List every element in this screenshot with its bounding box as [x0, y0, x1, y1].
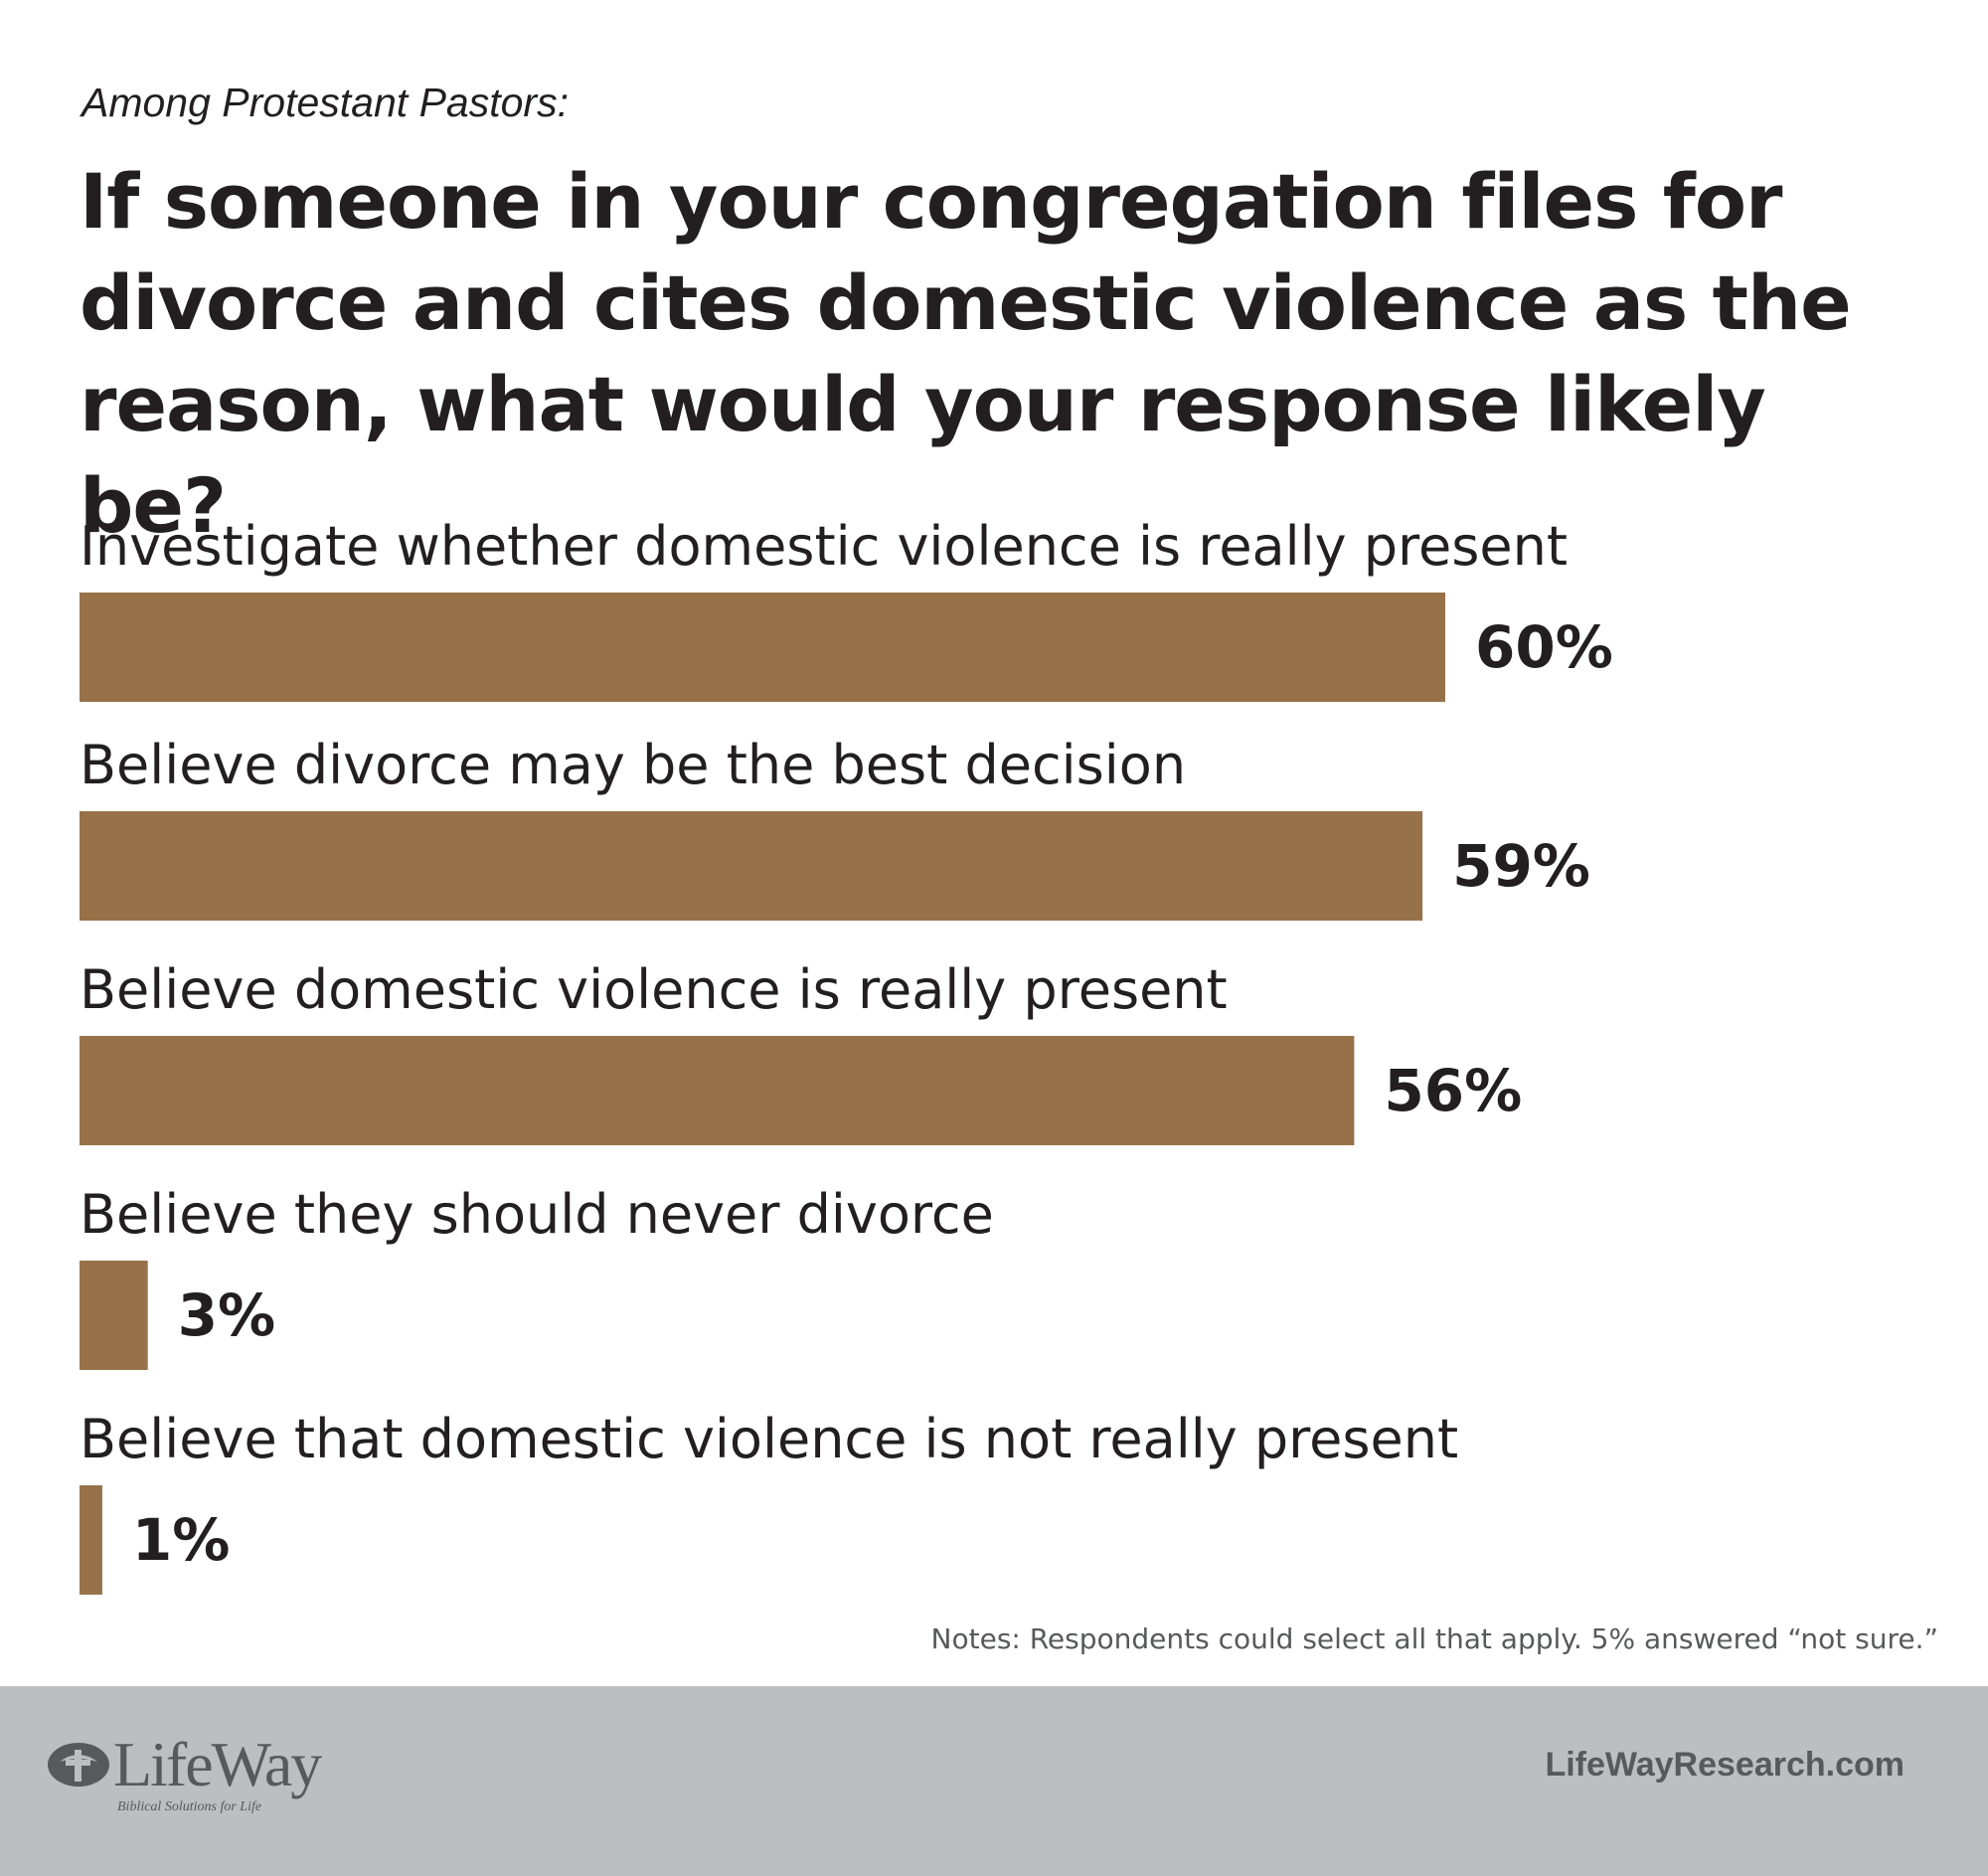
- value-label: 3%: [178, 1281, 275, 1349]
- value-label: 60%: [1475, 613, 1613, 681]
- category-label: Investigate whether domestic violence is…: [80, 515, 1568, 578]
- chart-subtitle: Among Protestant Pastors:: [82, 80, 569, 125]
- bar: [80, 811, 1423, 921]
- value-label: 56%: [1384, 1057, 1522, 1124]
- footer: LifeWay Biblical Solutions for Life Life…: [0, 1686, 1988, 1876]
- category-label: Believe that domestic violence is not re…: [80, 1408, 1458, 1470]
- category-label: Believe they should never divorce: [80, 1183, 994, 1246]
- bar: [80, 1485, 102, 1595]
- value-label: 1%: [132, 1506, 230, 1574]
- bar: [80, 1036, 1355, 1145]
- category-label: Believe divorce may be the best decision: [80, 734, 1186, 796]
- bar-chart: Investigate whether domestic violence is…: [80, 515, 1613, 1595]
- category-label: Believe domestic violence is really pres…: [80, 958, 1228, 1021]
- bar: [80, 593, 1445, 702]
- chart-title: If someone in your congregation files fo…: [80, 157, 1852, 550]
- value-label: 59%: [1452, 832, 1590, 900]
- chart-notes: Notes: Respondents could select all that…: [930, 1622, 1938, 1655]
- logo-wordmark: LifeWay: [113, 1729, 322, 1799]
- bar: [80, 1261, 148, 1370]
- site-url: LifeWayResearch.com: [1545, 1746, 1905, 1784]
- lifeway-logo: LifeWay Biblical Solutions for Life: [46, 1728, 344, 1837]
- lifeway-logo-icon: [48, 1743, 109, 1787]
- logo-tagline: Biblical Solutions for Life: [117, 1799, 262, 1814]
